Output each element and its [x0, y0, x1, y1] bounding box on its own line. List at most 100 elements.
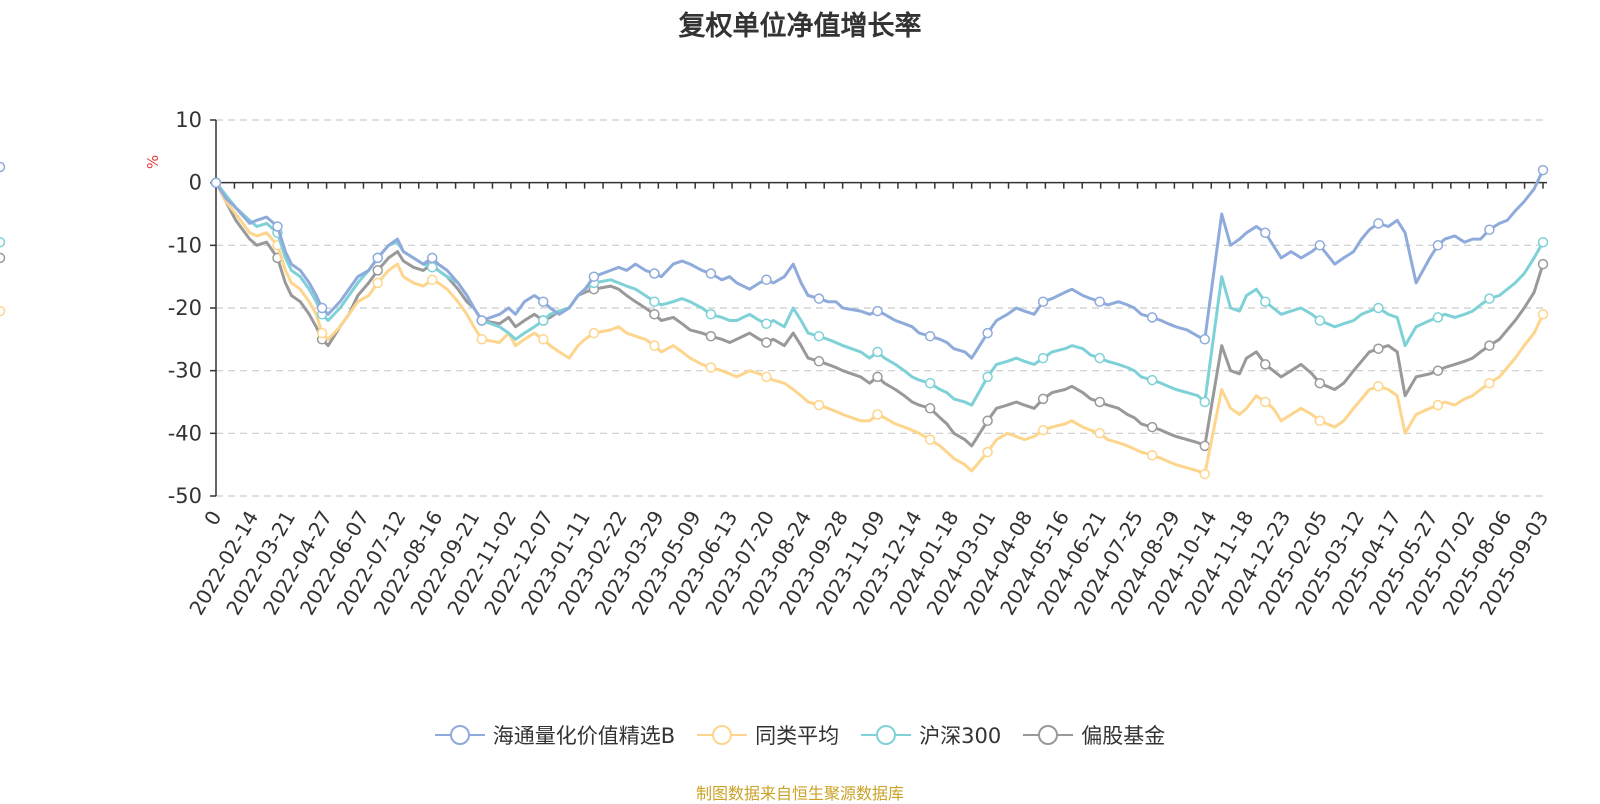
data-point — [210, 177, 222, 188]
data-point — [0, 236, 6, 248]
data-point — [1199, 334, 1211, 345]
data-point — [476, 315, 488, 326]
x-tick-label: 0 — [199, 507, 226, 530]
data-point — [705, 362, 717, 373]
data-point — [1260, 227, 1271, 239]
legend-label: 海通量化价值精选B — [492, 724, 676, 748]
data-point — [1537, 309, 1549, 320]
data-point — [1199, 440, 1211, 452]
data-point — [1537, 164, 1549, 176]
data-point — [1260, 296, 1271, 307]
data-point — [924, 377, 936, 389]
legend-label: 沪深300 — [919, 724, 1002, 748]
legend-label: 偏股基金 — [1081, 724, 1166, 748]
legend-item-equity-fund[interactable]: 偏股基金 — [1023, 720, 1165, 750]
data-point — [588, 271, 600, 282]
data-point — [1094, 428, 1105, 439]
data-point — [372, 277, 383, 289]
data-point — [1146, 312, 1158, 323]
data-point — [426, 262, 438, 273]
data-point — [538, 296, 549, 307]
data-point — [813, 330, 825, 342]
data-point — [316, 302, 328, 314]
data-point — [1314, 415, 1326, 427]
data-point — [705, 309, 717, 320]
tick-labels: 100-10-20-30-40-50%02022-02-142022-03-21… — [144, 108, 1553, 619]
data-point — [1199, 468, 1211, 480]
y-tick-label: -30 — [168, 359, 202, 383]
legend-item-csi300[interactable]: 沪深300 — [861, 720, 1001, 750]
y-tick-label: -10 — [168, 233, 202, 257]
data-point — [1484, 340, 1495, 351]
y-tick-label: -20 — [168, 296, 202, 320]
data-point — [1037, 424, 1049, 436]
data-point — [372, 265, 383, 276]
data-point — [649, 340, 660, 351]
data-point — [982, 446, 993, 458]
data-point — [1199, 396, 1211, 408]
data-point — [872, 346, 883, 358]
data-point — [1037, 352, 1049, 364]
data-point — [1484, 224, 1495, 235]
data-point — [924, 330, 936, 342]
data-point — [982, 415, 993, 427]
data-point — [0, 161, 6, 173]
series-line-0 — [214, 169, 1545, 360]
data-point — [761, 371, 772, 383]
data-point — [538, 334, 549, 345]
data-point — [761, 318, 772, 329]
data-point — [1373, 343, 1384, 354]
y-tick-label: 0 — [189, 171, 202, 195]
data-point — [1373, 218, 1384, 229]
data-point — [538, 315, 549, 326]
y-axis-unit: % — [144, 155, 162, 169]
y-tick-label: 10 — [175, 108, 202, 132]
data-point — [813, 356, 825, 367]
data-point — [872, 305, 883, 317]
data-point — [0, 252, 6, 264]
legend-item-fund[interactable]: 海通量化价值精选B — [434, 720, 676, 750]
data-point — [426, 252, 438, 264]
legend: 海通量化价值精选B 同类平均 沪深300 偏股基金 — [0, 720, 1600, 750]
data-point — [1146, 421, 1158, 433]
data-point — [1260, 359, 1271, 370]
series-line-2 — [214, 181, 1545, 407]
legend-marker-icon — [434, 725, 485, 745]
data-point — [372, 252, 383, 264]
data-point — [649, 296, 660, 307]
data-point — [1373, 302, 1384, 314]
data-point — [1094, 396, 1105, 408]
chart-title: 复权单位净值增长率 — [678, 11, 922, 42]
legend-marker-icon — [697, 725, 748, 745]
legend-marker-icon — [861, 725, 912, 745]
data-point — [1432, 312, 1444, 323]
legend-item-peer-average[interactable]: 同类平均 — [697, 720, 839, 750]
data-point — [1094, 352, 1105, 364]
source-note: 制图数据来自恒生聚源数据库 — [695, 784, 904, 803]
data-point — [476, 334, 488, 345]
series-line-1 — [214, 182, 1545, 476]
data-point — [872, 409, 883, 420]
data-point — [813, 293, 825, 304]
data-point — [705, 330, 717, 342]
data-point — [1146, 450, 1158, 461]
data-point — [1484, 377, 1495, 389]
data-point — [1037, 393, 1049, 405]
legend-marker-icon — [1023, 725, 1074, 745]
data-point — [1432, 365, 1444, 376]
data-point — [1260, 396, 1271, 408]
data-point — [761, 274, 772, 286]
y-tick-label: -40 — [168, 421, 202, 445]
data-point — [924, 403, 936, 414]
data-point — [982, 371, 993, 383]
data-point — [1432, 399, 1444, 411]
data-point — [872, 371, 883, 383]
y-tick-label: -50 — [168, 484, 202, 508]
data-point — [316, 327, 328, 339]
data-point — [982, 327, 993, 339]
data-point — [1037, 296, 1049, 307]
series-lines — [0, 161, 1549, 480]
data-point — [1537, 258, 1549, 270]
data-point — [761, 337, 772, 348]
